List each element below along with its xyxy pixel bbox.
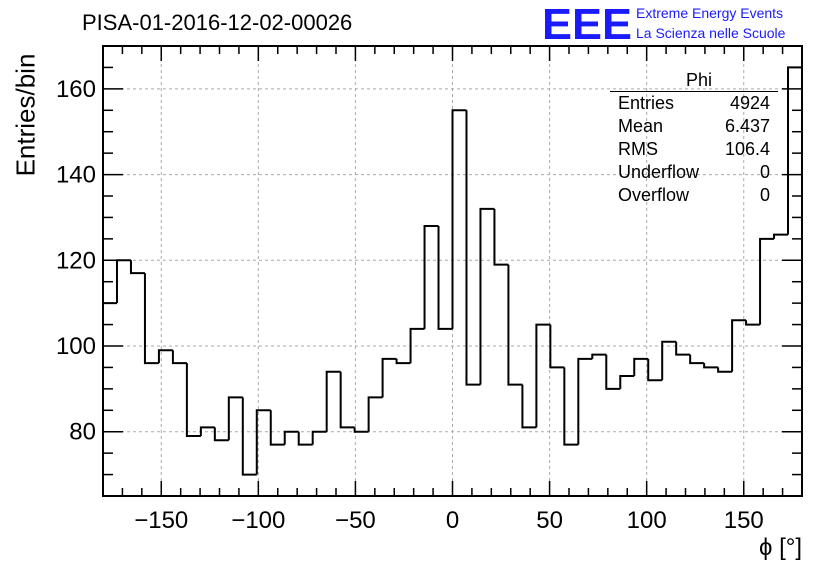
stats-row-mean: Mean 6.437: [610, 115, 778, 138]
histogram-bin: [311, 430, 327, 445]
logo-line-2: La Scienza nelle Scuole: [636, 25, 786, 41]
stats-label: Underflow: [618, 162, 700, 182]
histogram-bin: [577, 357, 593, 445]
histogram-bin: [199, 426, 215, 436]
stats-row-underflow: Underflow 0: [610, 161, 778, 184]
histogram-bin: [759, 237, 775, 325]
histogram-bin: [465, 110, 481, 386]
x-tick-label: 50: [536, 507, 563, 534]
stats-value: 4924: [729, 93, 770, 113]
stats-value: 0: [759, 185, 770, 205]
stats-value: 6.437: [724, 116, 770, 136]
histogram-bin: [675, 341, 691, 356]
histogram-bin: [353, 427, 369, 433]
histogram-bin: [717, 367, 733, 373]
histogram-bin: [381, 357, 397, 398]
y-tick-label: 140: [56, 162, 96, 189]
y-axis-label: Entries/bin: [10, 53, 41, 177]
stats-row-rms: RMS 106.4: [610, 138, 778, 161]
y-tick-label: 80: [69, 419, 96, 446]
histogram-bin: [185, 363, 201, 437]
histogram-bin: [535, 323, 551, 428]
y-tick-label: 160: [56, 76, 96, 103]
stats-label: Mean: [618, 116, 664, 136]
histogram-bin: [437, 226, 453, 330]
histogram-bin: [479, 207, 495, 385]
histogram-bin: [605, 354, 621, 390]
histogram-bin: [241, 397, 257, 476]
x-tick-label: −50: [335, 507, 376, 534]
plot-title: PISA-01-2016-12-02-00026: [82, 10, 353, 35]
histogram-bin: [451, 109, 467, 329]
histogram-bin: [787, 66, 802, 235]
histogram-bin: [661, 340, 677, 381]
histogram-bin: [115, 259, 131, 304]
x-tick-label: 150: [724, 507, 764, 534]
histogram-bin: [745, 320, 761, 326]
histogram-bin: [703, 363, 719, 369]
histogram-bin: [689, 354, 705, 365]
eee-logo: EEE: [542, 2, 632, 42]
histogram-bin: [493, 208, 509, 266]
histogram-bin: [731, 319, 747, 372]
histogram-bin: [297, 431, 313, 446]
histogram-bin: [423, 225, 439, 329]
histogram-bin: [129, 260, 145, 275]
histogram-bin: [157, 349, 173, 364]
grid-layer: [103, 46, 802, 496]
stats-label: Overflow: [618, 185, 690, 205]
histogram-bin: [395, 358, 411, 365]
x-tick-label: −100: [231, 507, 285, 534]
logo-caption: Extreme Energy Events La Scienza nelle S…: [636, 3, 785, 43]
stats-label: Entries: [618, 93, 675, 113]
histogram-bin: [367, 396, 383, 432]
x-tick-label: −150: [134, 507, 188, 534]
histogram-bin: [633, 357, 649, 376]
histogram-bin: [549, 324, 565, 369]
histogram-bin: [171, 350, 187, 365]
y-tick-label: 120: [56, 247, 96, 274]
eee-logo-mark: EEE: [542, 2, 632, 42]
histogram-bin: [591, 353, 607, 359]
histogram-bin: [143, 273, 159, 365]
histogram-bin: [227, 396, 243, 441]
histogram-bin: [409, 327, 425, 364]
x-tick-label: 100: [627, 507, 667, 534]
x-axis-label: ϕ [°]: [758, 534, 802, 561]
histogram-bin: [507, 264, 523, 386]
axis-layer: [102, 45, 803, 497]
stats-box: Phi Entries 4924 Mean 6.437 RMS 106.4 Un…: [610, 70, 778, 207]
histogram-bin: [255, 409, 271, 475]
stats-row-overflow: Overflow 0: [610, 184, 778, 207]
logo-line-1: Extreme Energy Events: [636, 5, 784, 21]
histogram-bin: [269, 410, 285, 446]
histogram-bin: [339, 371, 355, 429]
stats-box-title: Phi: [610, 70, 778, 92]
histogram-bin: [521, 384, 537, 429]
stats-value: 0: [759, 162, 770, 182]
histogram-bin: [563, 367, 579, 446]
histogram-bin: [647, 358, 663, 382]
histogram-bin: [283, 430, 299, 445]
histogram-bin: [773, 233, 789, 239]
y-tick-label: 100: [56, 333, 96, 360]
histogram-bin: [325, 370, 341, 432]
x-tick-label: 0: [446, 507, 459, 534]
stats-value: 106.4: [724, 139, 770, 159]
histogram-bin: [213, 427, 229, 442]
histogram-bin: [619, 375, 635, 389]
tick-label-layer: −150 −100 −50 0 50 100 150 80 100 120 140 160: [56, 76, 764, 534]
stats-label: RMS: [618, 139, 658, 159]
stats-row-entries: Entries 4924: [610, 92, 778, 115]
